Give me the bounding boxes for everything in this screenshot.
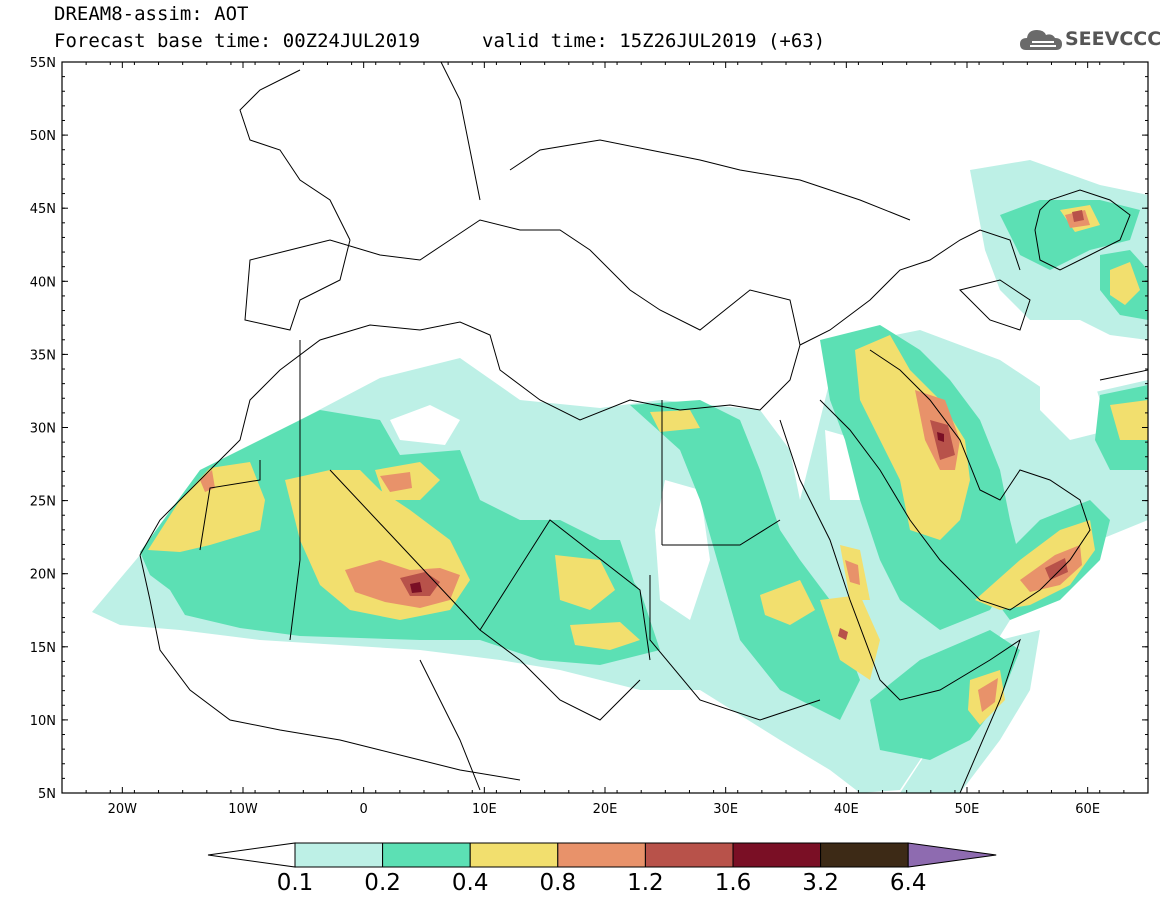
colorbar-segment [294, 842, 384, 868]
lat-label-10N: 10N [30, 714, 56, 729]
axis-ticks [61, 61, 1149, 794]
colorbar-label: 0.4 [451, 870, 489, 896]
lat-label-20N: 20N [30, 568, 56, 583]
lat-label-50N: 50N [30, 129, 56, 144]
coastlines-and-borders [139, 62, 1148, 793]
lat-label-15N: 15N [30, 641, 56, 656]
colorbar-under-triangle [207, 842, 296, 868]
lat-label-40N: 40N [30, 275, 56, 290]
logo-text: SEEVCCC [1065, 28, 1162, 50]
lat-label-5N: 5N [38, 787, 56, 802]
cloud-icon [1020, 30, 1062, 50]
colorbar-segment [820, 842, 909, 868]
colorbar-label: 1.6 [714, 870, 752, 896]
lon-label-20W: 20W [108, 802, 138, 817]
colorbar-label: 0.8 [539, 870, 577, 896]
colorbar-segment [732, 842, 822, 868]
aot-low-areas [390, 360, 1110, 620]
colorbar-label: 0.1 [276, 870, 314, 896]
forecast-base-time: Forecast base time: 00Z24JUL2019 [54, 30, 421, 52]
colorbar-label: 0.2 [364, 870, 401, 896]
lon-label-40E: 40E [834, 802, 859, 817]
longitude-labels: 20W 10W 0 10E 20E 30E 40E 50E 60E [108, 802, 1100, 817]
lon-label-0: 0 [360, 802, 368, 817]
lon-label-20E: 20E [593, 802, 618, 817]
map-title: DREAM8-assim: AOT [54, 3, 249, 25]
lat-label-30N: 30N [30, 422, 56, 437]
lat-label-55N: 55N [30, 56, 56, 71]
lon-label-60E: 60E [1075, 802, 1100, 817]
lat-label-45N: 45N [30, 202, 56, 217]
lon-label-50E: 50E [955, 802, 980, 817]
lon-label-10W: 10W [228, 802, 258, 817]
colorbar-segment [557, 842, 646, 868]
colorbar [207, 842, 997, 868]
colorbar-segment [469, 842, 559, 868]
lat-label-25N: 25N [30, 495, 56, 510]
colorbar-over-triangle [907, 842, 997, 868]
colorbar-label: 3.2 [802, 870, 839, 896]
lon-label-10E: 10E [472, 802, 497, 817]
colorbar-segment [644, 842, 734, 868]
aot-level-1.6 [410, 432, 944, 593]
colorbar-segment [382, 842, 471, 868]
lon-label-30E: 30E [713, 802, 738, 817]
valid-time: valid time: 15Z26JUL2019 (+63) [482, 30, 826, 52]
latitude-labels: 55N 50N 45N 40N 35N 30N 25N 20N 15N 10N 5N [30, 56, 56, 802]
colorbar-label: 6.4 [889, 870, 927, 896]
aot-field [92, 160, 1148, 793]
colorbar-label: 1.2 [627, 870, 664, 896]
lat-label-35N: 35N [30, 348, 56, 363]
